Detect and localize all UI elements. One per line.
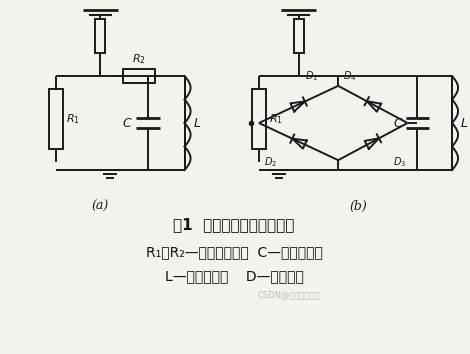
Text: $R_2$: $R_2$ [132, 52, 146, 66]
Bar [252, 89, 266, 149]
Text: $C$: $C$ [123, 116, 133, 130]
Text: $D_2$: $D_2$ [264, 155, 277, 169]
Bar [123, 69, 155, 83]
Text: CSDN@武汉凯建电气: CSDN@武汉凯建电气 [258, 290, 320, 299]
Bar [294, 19, 304, 53]
Text: L—记数器线圈    D—硅二极管: L—记数器线圈 D—硅二极管 [165, 269, 304, 283]
Text: 图1  动作记数器的原理接线: 图1 动作记数器的原理接线 [173, 218, 295, 233]
Text: $D_1$: $D_1$ [305, 69, 318, 83]
Text: R₁、R₂—非线性电阻；  C—贮能电容器: R₁、R₂—非线性电阻； C—贮能电容器 [146, 245, 322, 259]
Bar [95, 19, 105, 53]
Text: $L$: $L$ [193, 116, 201, 130]
Text: $C$: $C$ [393, 116, 404, 130]
Text: $R_1$: $R_1$ [269, 112, 283, 126]
Text: (b): (b) [349, 200, 367, 213]
Bar [49, 89, 63, 149]
Text: $D_4$: $D_4$ [343, 69, 357, 83]
Text: (a): (a) [92, 200, 109, 213]
Text: $D_3$: $D_3$ [392, 155, 406, 169]
Text: $L$: $L$ [460, 116, 468, 130]
Text: $R_1$: $R_1$ [66, 112, 80, 126]
